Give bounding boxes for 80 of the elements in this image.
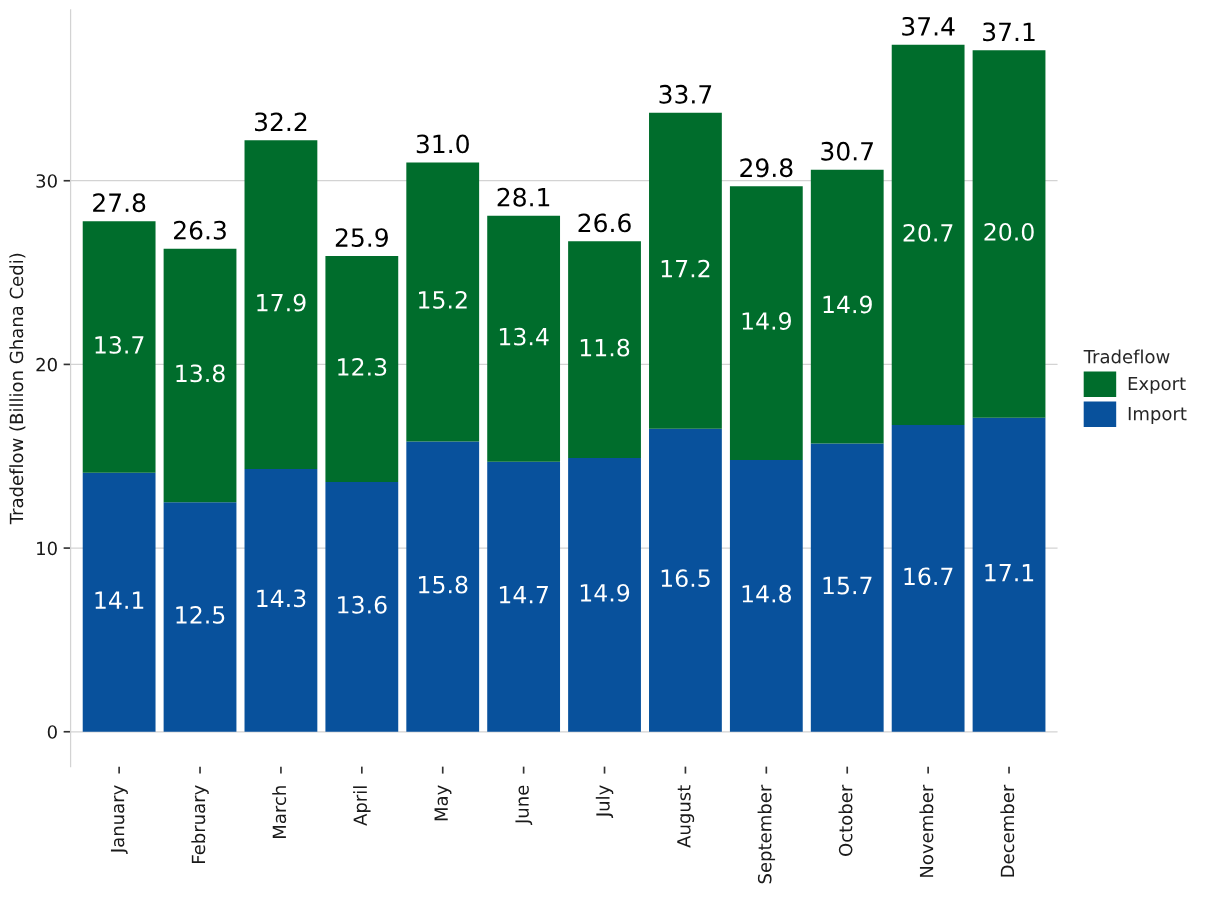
data-label: 14.1 [95, 591, 144, 609]
bar [325, 256, 399, 482]
data-label: 12.3 [338, 358, 387, 376]
y-tick-label: 30 [36, 174, 57, 188]
data-label: 14.3 [257, 589, 306, 608]
bar [163, 248, 237, 503]
total-label: 26.3 [174, 220, 226, 240]
y-axis-title: Tradeflow (Billion Ghana Cedi) [9, 253, 26, 525]
x-tick-label: December [1000, 784, 1015, 877]
data-label: 14.7 [499, 586, 548, 604]
bar [729, 459, 803, 732]
data-label: 14.9 [580, 583, 630, 602]
data-label: 13.8 [176, 364, 225, 383]
bar [487, 215, 561, 462]
total-label: 25.9 [335, 228, 388, 248]
total-label: 26.6 [578, 213, 631, 233]
bar [568, 241, 641, 459]
legend-label: Import [1128, 406, 1187, 424]
bar [82, 221, 156, 473]
total-label: 37.1 [983, 22, 1035, 42]
bar [82, 472, 156, 732]
legend-label: Export [1128, 376, 1186, 394]
total-label: 32.2 [255, 112, 307, 132]
bar [891, 425, 965, 732]
data-label: 14.9 [742, 312, 791, 330]
data-label: 13.4 [499, 327, 549, 346]
bar [891, 44, 965, 426]
data-label: 17.1 [985, 564, 1034, 582]
y-tick-label: 0 [47, 725, 57, 739]
data-label: 15.7 [823, 576, 872, 595]
bar [406, 441, 480, 732]
data-label: 20.0 [984, 223, 1034, 241]
data-label: 14.9 [823, 295, 872, 314]
bar [972, 417, 1046, 732]
x-tick-label: August [677, 785, 695, 848]
data-label: 15.2 [419, 290, 467, 309]
total-label: 28.1 [497, 187, 550, 207]
x-tick-label: October [838, 784, 853, 856]
bar [972, 50, 1046, 418]
x-tick-label: March [272, 786, 287, 838]
bar [649, 112, 722, 429]
data-label: 13.6 [338, 595, 387, 614]
data-label: 15.8 [419, 575, 468, 594]
x-tick-label: July [595, 785, 614, 819]
bar [325, 481, 399, 732]
data-label: 17.9 [257, 293, 306, 312]
bar [406, 162, 480, 442]
legend-title: Tradeflow [1083, 349, 1170, 364]
x-tick-label: April [353, 786, 371, 826]
bar [568, 458, 641, 732]
bar [244, 140, 318, 470]
x-tick-label: May [434, 785, 452, 821]
x-tick-label: September [757, 784, 776, 884]
x-tick-label: January [110, 785, 128, 855]
total-label: 31.0 [416, 134, 469, 154]
data-label: 13.7 [95, 335, 144, 354]
bar [163, 502, 237, 732]
total-label: 30.7 [821, 141, 873, 161]
data-label: 16.5 [661, 569, 710, 588]
y-tick-label: 10 [37, 541, 57, 556]
total-label: 37.4 [902, 16, 955, 36]
data-label: 12.5 [176, 605, 225, 624]
total-label: 27.8 [93, 193, 146, 213]
x-tick-label: November [919, 784, 934, 877]
total-label: 33.7 [659, 84, 712, 104]
y-tick-label: 20 [36, 357, 57, 372]
data-label: 14.8 [742, 584, 791, 603]
total-label: 29.8 [740, 158, 793, 178]
bar [649, 428, 722, 732]
data-label: 17.2 [661, 259, 710, 278]
bar [244, 469, 318, 732]
x-tick-label: June [515, 785, 533, 825]
x-tick-label: February [191, 785, 209, 863]
bar [729, 186, 803, 460]
data-label: 11.8 [580, 338, 630, 357]
bar [487, 461, 561, 732]
bar [810, 443, 884, 732]
bar [810, 169, 884, 444]
data-label: 16.7 [904, 567, 953, 586]
data-label: 20.7 [903, 223, 953, 242]
